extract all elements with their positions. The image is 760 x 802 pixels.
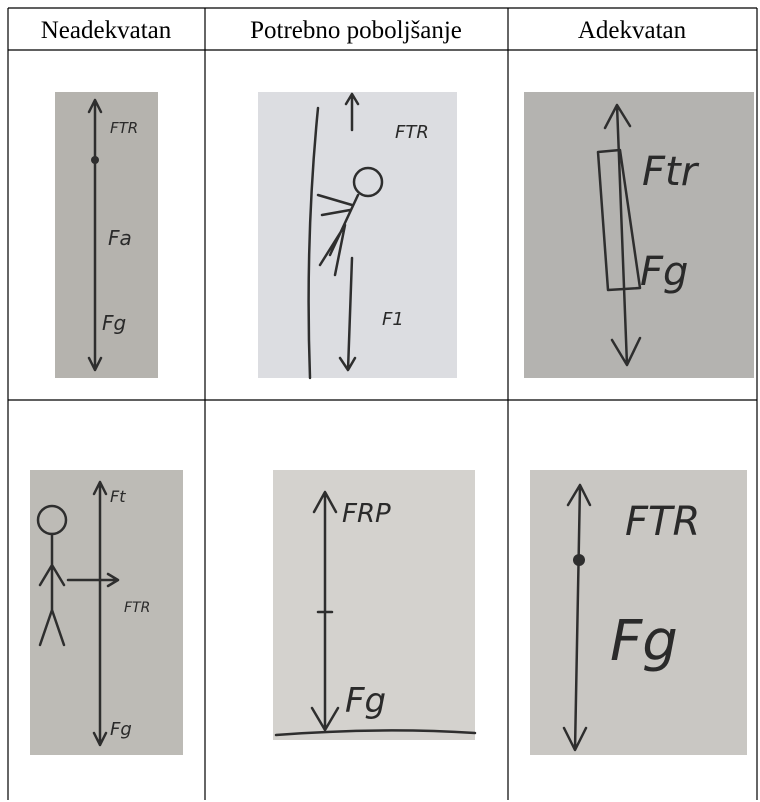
ground [274, 729, 477, 737]
header-cell: Neadekvatan [41, 17, 172, 44]
label: F1 [382, 309, 404, 330]
arrow [310, 490, 340, 732]
photo [30, 470, 183, 755]
table-rules [7, 7, 758, 800]
sketch: FTR Fa Fg [55, 92, 158, 378]
label: Fg [102, 311, 126, 335]
label: Fg [640, 249, 688, 295]
sketch: FRP Fg [273, 470, 477, 740]
arrow [92, 480, 108, 747]
label: FTR [124, 600, 150, 616]
sketch: Ft FTR Fg [30, 470, 183, 755]
sketch: Ftr Fg [524, 92, 754, 378]
label: FTR [395, 122, 429, 143]
photo [273, 470, 475, 740]
body [596, 148, 642, 292]
photo [55, 92, 158, 378]
label: Ftr [642, 149, 700, 195]
photo [258, 92, 457, 378]
label: Fg [610, 609, 678, 674]
arrow [344, 92, 360, 132]
arrow [66, 572, 120, 588]
header-cell: Adekvatan [578, 17, 687, 44]
wall [307, 106, 320, 380]
label: Ft [110, 487, 126, 506]
label: Fa [108, 226, 132, 250]
label: FTR [625, 499, 700, 545]
arrow [338, 256, 357, 372]
label: FTR [110, 119, 138, 137]
head [352, 166, 384, 198]
arrow [87, 98, 103, 372]
photo [530, 470, 747, 755]
dot [91, 156, 99, 164]
label: Fg [110, 719, 132, 740]
arrow [562, 483, 592, 752]
dot [573, 554, 585, 566]
label: FRP [342, 499, 391, 529]
body [38, 532, 66, 647]
body [316, 193, 360, 277]
sketch: FTR F1 [258, 92, 457, 380]
label: Fg [345, 681, 386, 721]
arrow [603, 103, 642, 367]
photo [524, 92, 754, 378]
sketch: FTR Fg [530, 470, 747, 755]
header-cell: Potrebno poboljšanje [250, 17, 462, 44]
